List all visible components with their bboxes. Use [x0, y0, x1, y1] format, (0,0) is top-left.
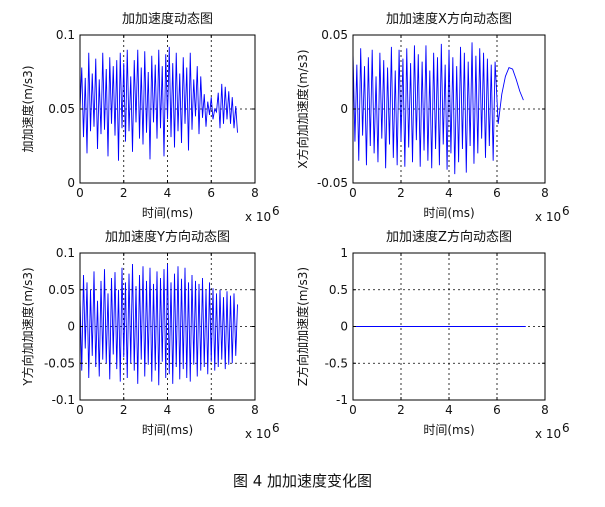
- x-axis-multiplier: x 10: [245, 210, 271, 224]
- series-line-1: [79, 264, 238, 386]
- x-tick-label: 6: [207, 186, 215, 200]
- x-axis-multiplier-exponent: 6: [272, 204, 280, 218]
- y-tick-label: 0: [340, 320, 348, 334]
- chart-title: 加加速度动态图: [122, 11, 213, 27]
- chart-title: 加加速度Y方向动态图: [105, 229, 230, 245]
- x-tick-label: 8: [251, 403, 259, 417]
- x-axis-label: 时间(ms): [423, 206, 474, 220]
- x-tick-label: 4: [164, 186, 172, 200]
- x-axis-label: 时间(ms): [142, 206, 193, 220]
- x-tick-label: 4: [445, 403, 453, 417]
- x-tick-label: 2: [120, 186, 128, 200]
- y-axis-label: Z方向加加速度(m/s3): [295, 267, 310, 386]
- x-tick-label: 8: [541, 186, 549, 200]
- figure-caption: 图 4 加加速度变化图: [232, 472, 373, 490]
- y-tick-label: 0: [67, 320, 75, 334]
- x-axis-multiplier: x 10: [535, 427, 561, 441]
- y-tick-label: 0.5: [329, 283, 348, 297]
- chart-title: 加加速度X方向动态图: [386, 11, 512, 27]
- x-tick-label: 0: [349, 186, 357, 200]
- x-axis-label: 时间(ms): [142, 423, 193, 437]
- y-tick-label: 0.05: [48, 102, 75, 116]
- x-tick-label: 0: [76, 186, 84, 200]
- x-axis-multiplier-exponent: 6: [562, 421, 570, 435]
- x-axis-multiplier-exponent: 6: [272, 421, 280, 435]
- y-tick-label: -0.05: [44, 356, 75, 370]
- x-tick-label: 6: [207, 403, 215, 417]
- x-tick-label: 0: [76, 403, 84, 417]
- series-line-1: [79, 46, 238, 161]
- x-tick-label: 8: [541, 403, 549, 417]
- y-axis-label: X方向加加速度(m/s3): [295, 49, 310, 168]
- x-tick-label: 2: [397, 403, 405, 417]
- x-tick-label: 6: [493, 186, 501, 200]
- y-axis-label: 加加速度(m/s3): [20, 66, 35, 153]
- y-tick-label: 0.1: [56, 28, 75, 42]
- x-tick-label: 2: [120, 403, 128, 417]
- x-tick-label: 2: [397, 186, 405, 200]
- x-axis-multiplier: x 10: [535, 210, 561, 224]
- x-axis-label: 时间(ms): [423, 423, 474, 437]
- y-tick-label: 0.05: [321, 28, 348, 42]
- y-tick-label: 0.05: [48, 283, 75, 297]
- x-tick-label: 0: [349, 403, 357, 417]
- series-line-1: [352, 42, 524, 175]
- y-axis-label: Y方向加加速度(m/s3): [20, 267, 35, 386]
- x-tick-label: 8: [251, 186, 259, 200]
- y-tick-label: -1: [336, 393, 348, 407]
- x-axis-multiplier: x 10: [245, 427, 271, 441]
- y-tick-label: 0: [67, 176, 75, 190]
- y-tick-label: -0.1: [52, 393, 75, 407]
- y-tick-label: 1: [340, 246, 348, 260]
- y-tick-label: 0.1: [56, 246, 75, 260]
- y-tick-label: -0.5: [325, 356, 348, 370]
- y-tick-label: 0: [340, 102, 348, 116]
- chart-title: 加加速度Z方向动态图: [386, 229, 512, 245]
- x-tick-label: 4: [164, 403, 172, 417]
- x-axis-multiplier-exponent: 6: [562, 204, 570, 218]
- y-tick-label: -0.05: [317, 176, 348, 190]
- x-tick-label: 6: [493, 403, 501, 417]
- x-tick-label: 4: [445, 186, 453, 200]
